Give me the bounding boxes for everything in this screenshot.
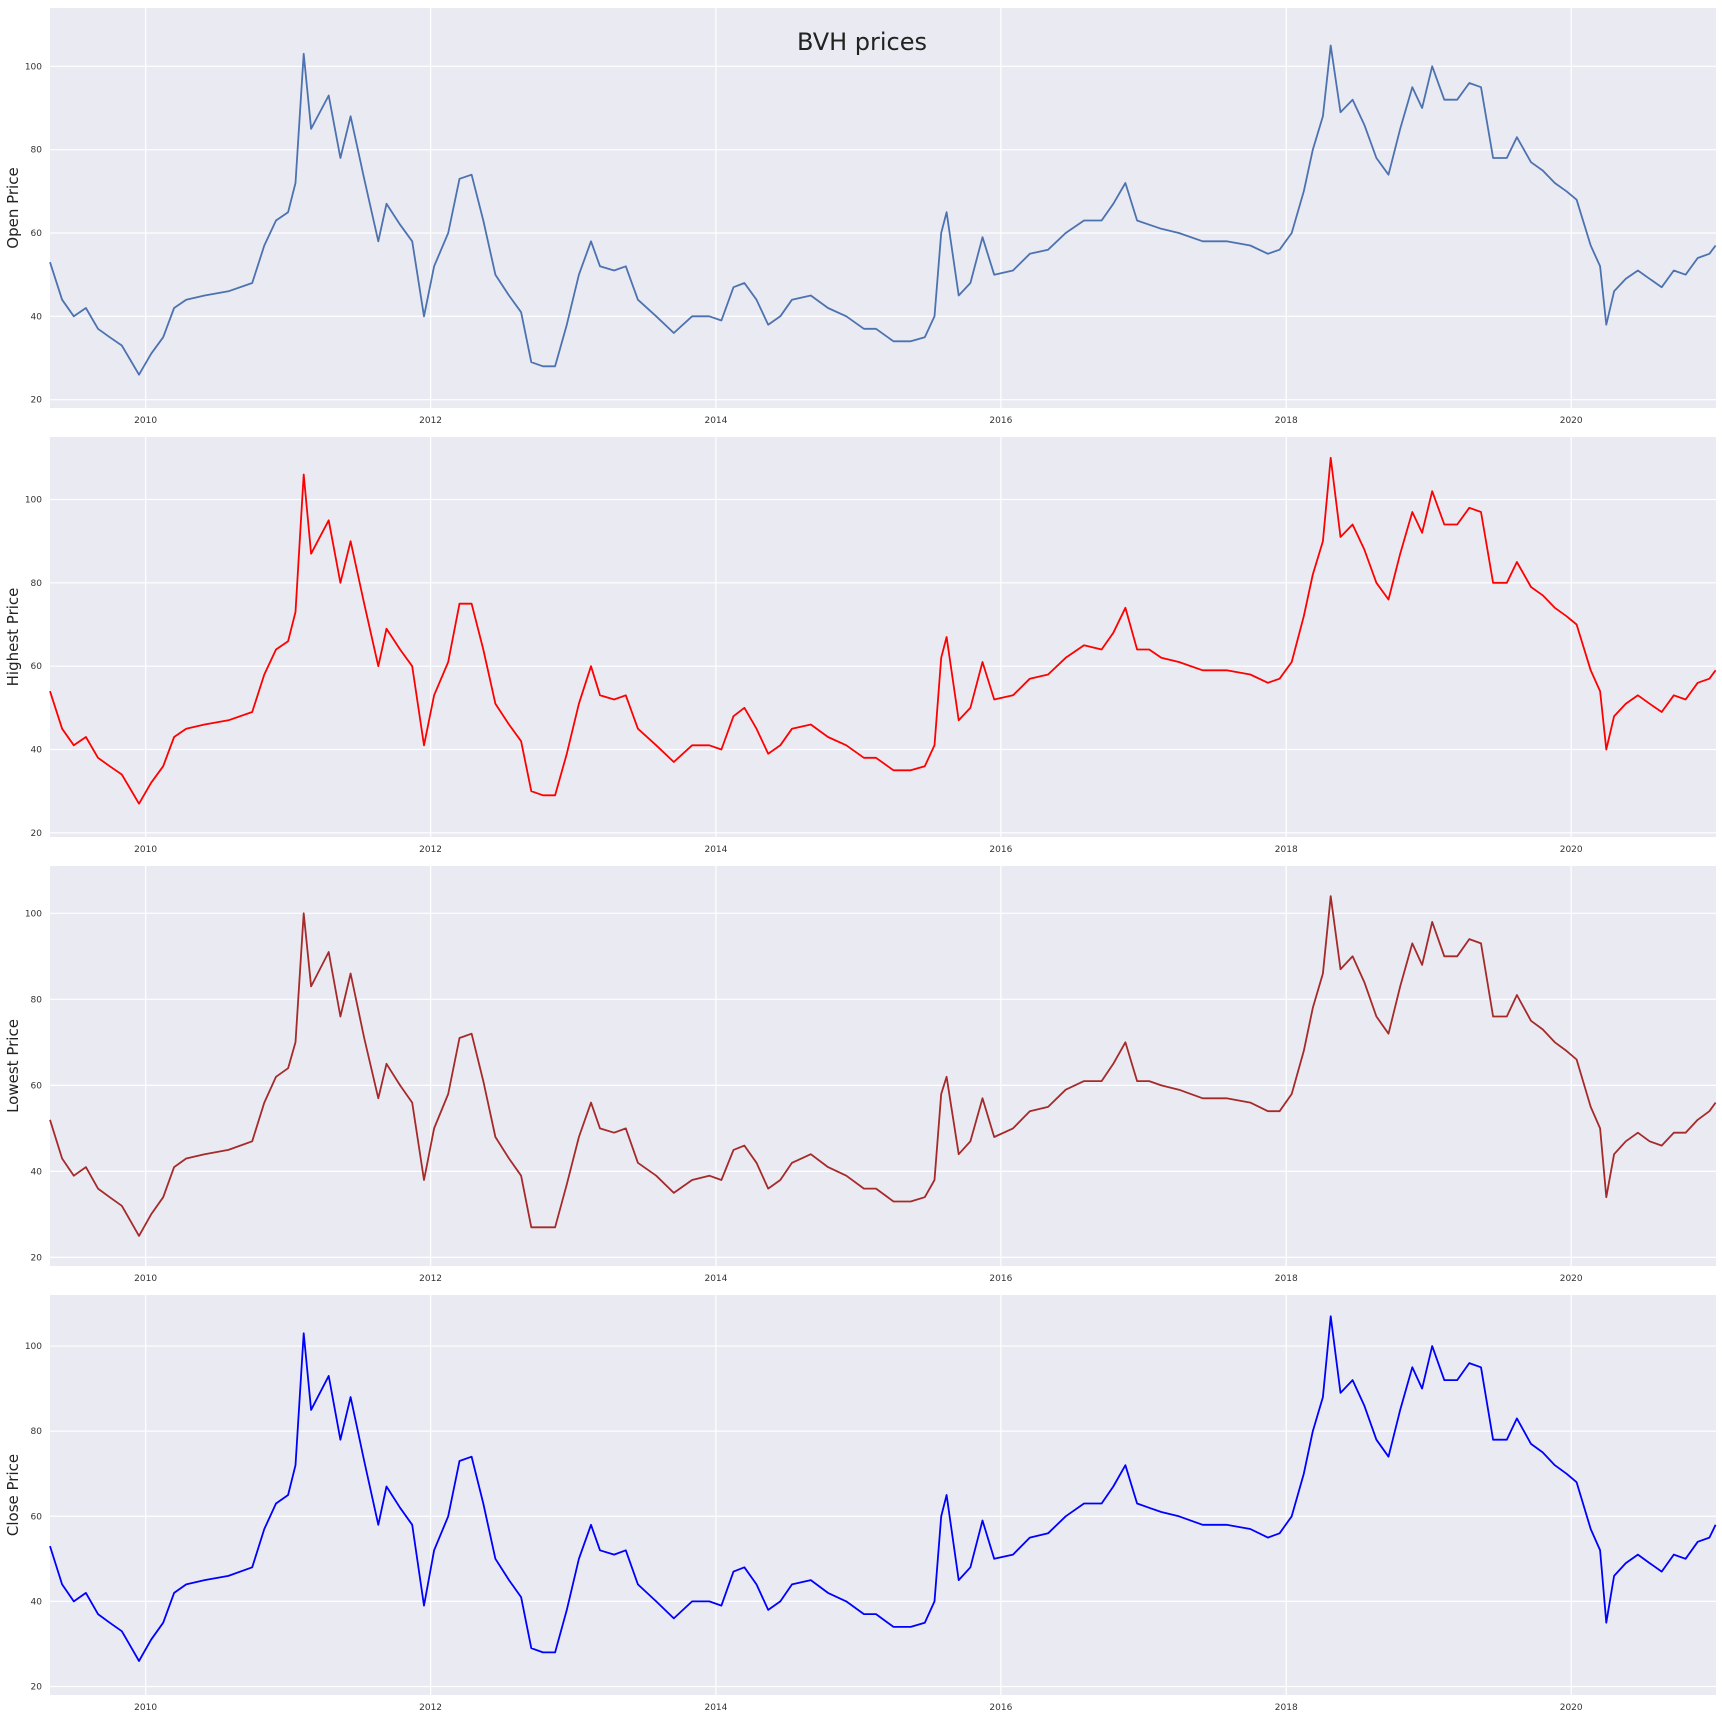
open-plot-background	[50, 8, 1716, 408]
low-xtick-label: 2016	[989, 1274, 1012, 1284]
high-price-panel: 20 40 60 80 100 2010 2012 2014 2016 2018 2020 Highe…	[4, 437, 1717, 855]
high-ytick-label: 80	[31, 579, 43, 589]
close-xtick-label: 2016	[989, 1703, 1012, 1713]
figure-title: BVH prices	[797, 28, 927, 56]
open-ytick-label: 100	[25, 62, 42, 72]
high-xtick-label: 2018	[1275, 845, 1298, 855]
low-ytick-label: 60	[31, 1081, 43, 1091]
low-price-line	[49, 895, 1717, 1237]
open-price-panel: 20 40 60 80 100 2010 2012 2014 2016 2018 2020 Open …	[4, 8, 1717, 426]
open-ytick-label: 60	[31, 229, 43, 239]
low-ytick-label: 20	[31, 1253, 43, 1263]
low-xtick-label: 2012	[419, 1274, 442, 1284]
close-ytick-label: 40	[31, 1597, 43, 1607]
open-xtick-label: 2020	[1560, 416, 1583, 426]
low-ylabel: Lowest Price	[4, 1019, 22, 1113]
close-plot-background	[50, 1295, 1716, 1695]
low-xtick-label: 2010	[134, 1274, 157, 1284]
close-xtick-label: 2012	[419, 1703, 442, 1713]
low-xtick-label: 2018	[1275, 1274, 1298, 1284]
close-xtick-label: 2010	[134, 1703, 157, 1713]
low-xtick-label: 2020	[1560, 1274, 1583, 1284]
high-xtick-label: 2014	[704, 845, 727, 855]
open-xtick-label: 2014	[704, 416, 727, 426]
open-xtick-label: 2016	[989, 416, 1012, 426]
close-ylabel: Close Price	[4, 1454, 22, 1536]
close-ytick-label: 20	[31, 1682, 43, 1692]
high-xtick-label: 2016	[989, 845, 1012, 855]
open-price-line	[49, 44, 1717, 376]
low-price-panel: 20 40 60 80 100 2010 2012 2014 2016 2018 2020 Lowes…	[4, 866, 1717, 1284]
open-xtick-label: 2012	[419, 416, 442, 426]
low-ytick-label: 40	[31, 1167, 43, 1177]
high-plot-background	[50, 437, 1716, 837]
low-xtick-label: 2014	[704, 1274, 727, 1284]
open-ylabel: Open Price	[4, 167, 22, 248]
close-xtick-label: 2020	[1560, 1703, 1583, 1713]
high-ytick-label: 60	[31, 662, 43, 672]
low-ytick-label: 100	[25, 909, 42, 919]
high-xtick-label: 2012	[419, 845, 442, 855]
low-ytick-label: 80	[31, 995, 43, 1005]
high-ytick-label: 100	[25, 496, 42, 506]
high-ytick-label: 40	[31, 746, 43, 756]
close-price-line	[49, 1315, 1717, 1662]
high-ylabel: Highest Price	[4, 588, 22, 687]
low-plot-background	[50, 866, 1716, 1266]
close-ytick-label: 80	[31, 1427, 43, 1437]
open-xtick-label: 2010	[134, 416, 157, 426]
high-xtick-label: 2010	[134, 845, 157, 855]
close-xtick-label: 2014	[704, 1703, 727, 1713]
open-xtick-label: 2018	[1275, 416, 1298, 426]
open-ytick-label: 40	[31, 312, 43, 322]
high-xtick-label: 2020	[1560, 845, 1583, 855]
open-ytick-label: 80	[31, 146, 43, 156]
close-xtick-label: 2018	[1275, 1703, 1298, 1713]
close-ytick-label: 60	[31, 1512, 43, 1522]
close-price-panel: 20 40 60 80 100 2010 2012 2014 2016 2018 2020 Close…	[4, 1295, 1717, 1713]
high-price-line	[49, 456, 1717, 805]
open-ytick-label: 20	[31, 396, 43, 406]
high-ytick-label: 20	[31, 829, 43, 839]
close-ytick-label: 100	[25, 1342, 42, 1352]
